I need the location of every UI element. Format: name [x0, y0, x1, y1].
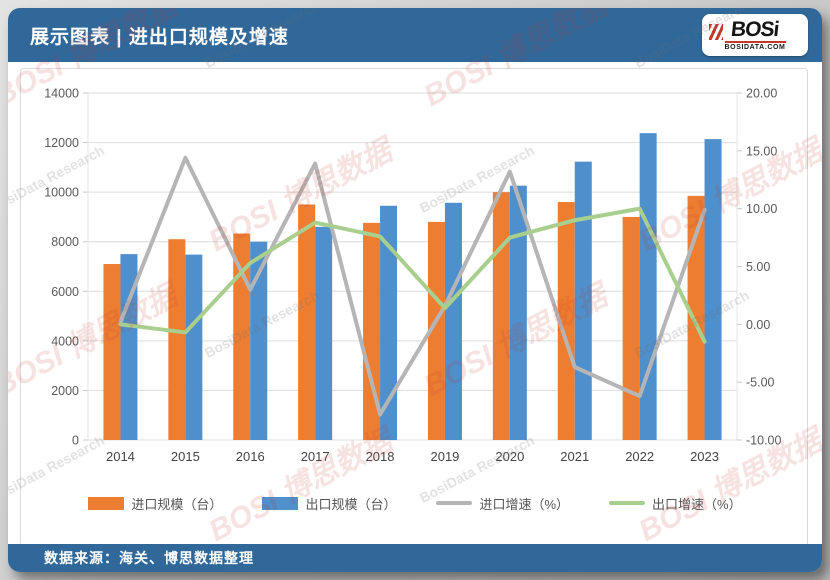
import-bar	[427, 221, 445, 440]
left-axis-label: 12000	[44, 136, 79, 150]
combo-chart: 0 2000 4000 6000 8000 10000 12000 14000 -10.00 -5…	[44, 87, 781, 465]
left-axis-label: 14000	[44, 87, 79, 101]
chart-card: 展示图表 | 进出口规模及增速 BOSi BOSIDATA.COM 0 2000 4…	[8, 8, 822, 572]
import-growth-line	[118, 155, 707, 417]
left-axis-label: 2000	[51, 384, 79, 398]
legend-item-import-scale: 进口规模（台）	[88, 494, 222, 513]
export-bar	[444, 202, 462, 440]
export-bar	[509, 185, 527, 440]
x-axis-label: 2014	[106, 449, 135, 464]
right-axis-label: 15.00	[746, 144, 777, 158]
legend-swatch	[88, 496, 125, 510]
x-axis-label: 2015	[171, 449, 200, 464]
import-bar	[557, 202, 575, 440]
logo-text: BOSi	[730, 17, 780, 41]
legend-swatch	[262, 496, 299, 510]
left-axis-label: 6000	[51, 285, 79, 299]
legend-swatch	[609, 501, 646, 505]
import-bar	[622, 216, 640, 440]
export-bar	[574, 161, 592, 440]
source-bar: 数据来源：海关、博思数据整理	[8, 544, 822, 572]
title-bar: 展示图表 | 进出口规模及增速 BOSi BOSIDATA.COM	[8, 8, 822, 62]
export-bar	[380, 205, 398, 440]
logo-subtext: BOSIDATA.COM	[724, 40, 786, 51]
import-bar	[298, 204, 316, 440]
right-axis-label: -10.00	[746, 434, 781, 448]
x-axis-label: 2023	[690, 449, 719, 464]
x-axis-label: 2019	[430, 449, 459, 464]
x-axis-label: 2022	[625, 449, 654, 464]
source-text: 数据来源：海关、博思数据整理	[44, 550, 254, 566]
export-bar	[315, 226, 333, 440]
logo-stripes-icon	[709, 24, 723, 40]
legend-label: 进口增速（%）	[479, 496, 570, 512]
brand-logo: BOSi BOSIDATA.COM	[702, 14, 808, 56]
page-title: 展示图表 | 进出口规模及增速	[30, 26, 289, 48]
left-axis-label: 4000	[51, 334, 79, 348]
legend-swatch	[436, 501, 473, 505]
legend-item-export-scale: 出口规模（台）	[262, 494, 396, 513]
legend-item-import-growth: 进口增速（%）	[436, 494, 569, 513]
x-axis-label: 2021	[560, 449, 589, 464]
x-axis-label: 2018	[366, 449, 395, 464]
left-axis-label: 0	[72, 434, 79, 448]
chart-legend: 进口规模（台） 出口规模（台） 进口增速（%） 出口增速（%）	[8, 490, 822, 516]
right-axis-label: -5.00	[746, 376, 775, 390]
right-axis-label: 20.00	[746, 87, 777, 101]
import-bar	[168, 239, 186, 440]
legend-label: 出口增速（%）	[652, 496, 742, 512]
left-axis-label: 10000	[44, 186, 79, 200]
right-axis-label: 10.00	[746, 202, 777, 216]
legend-label: 进口规模（台）	[131, 496, 223, 512]
right-axis-label: 0.00	[746, 318, 770, 332]
export-bar	[250, 241, 268, 440]
legend-label: 出口规模（台）	[305, 496, 397, 512]
export-bar	[185, 254, 203, 440]
import-bar	[492, 192, 510, 440]
x-axis-label: 2017	[301, 449, 330, 464]
x-axis-label: 2016	[236, 449, 265, 464]
left-axis-label: 8000	[51, 235, 79, 249]
right-axis-label: 5.00	[746, 260, 770, 274]
import-bar	[363, 222, 381, 440]
export-bar	[120, 254, 138, 440]
export-growth-line	[118, 206, 707, 344]
import-bar	[103, 264, 121, 440]
legend-item-export-growth: 出口增速（%）	[609, 494, 742, 513]
export-bar	[704, 139, 722, 440]
import-bar	[687, 195, 705, 440]
x-axis-label: 2020	[495, 449, 524, 464]
